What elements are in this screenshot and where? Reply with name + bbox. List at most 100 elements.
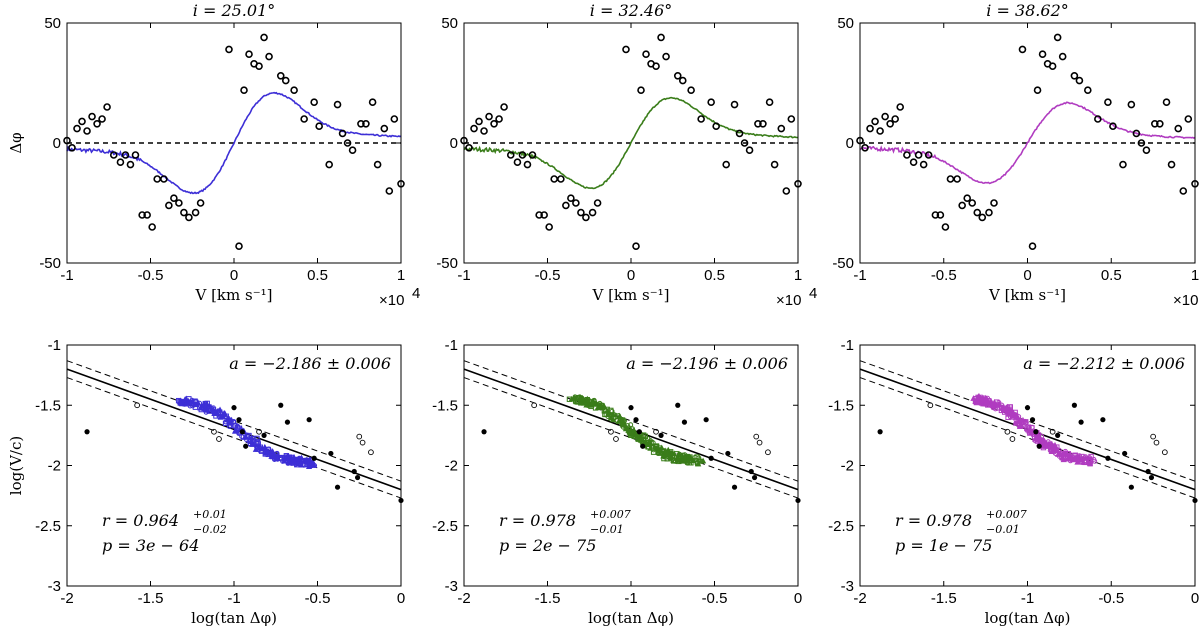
observed-point bbox=[936, 211, 945, 219]
solid-point bbox=[334, 484, 341, 490]
cluster-point bbox=[1004, 403, 1011, 410]
observed-point bbox=[362, 120, 370, 128]
y-tick-label: -2 bbox=[841, 458, 854, 475]
cluster-point bbox=[592, 405, 599, 411]
cluster-point bbox=[1086, 459, 1093, 466]
solid-point bbox=[239, 429, 245, 435]
observed-point bbox=[903, 151, 911, 159]
observed-point bbox=[931, 211, 940, 219]
observed-point bbox=[1033, 86, 1042, 94]
solid-point bbox=[703, 417, 709, 423]
observed-point bbox=[1058, 52, 1067, 61]
confidence-band-line bbox=[66, 360, 402, 482]
x-tick-label: 0 bbox=[794, 590, 802, 607]
y-tick-label: 50 bbox=[837, 15, 854, 32]
solid-point bbox=[1055, 432, 1061, 438]
cluster-point bbox=[682, 454, 689, 461]
cluster-point bbox=[689, 457, 695, 463]
open-point bbox=[356, 433, 363, 440]
observed-point bbox=[577, 208, 585, 217]
solid-point bbox=[328, 450, 334, 457]
cluster-point bbox=[1060, 449, 1067, 456]
observed-point bbox=[582, 213, 590, 222]
open-point bbox=[1150, 433, 1156, 440]
panel-top-left: i = 25.01° ×10 4 -1 -0.5 0 0.5 1 -50 0 50 V [km s⁻¹… bbox=[7, 1, 420, 309]
observed-point bbox=[1109, 122, 1117, 130]
p-annotation: p = 2e − 75 bbox=[499, 536, 596, 555]
open-point bbox=[1153, 439, 1160, 446]
solid-point bbox=[731, 484, 738, 490]
y-tick-label: -2.5 bbox=[828, 518, 854, 535]
r-annotation: r = 0.964 bbox=[102, 511, 179, 530]
solid-point bbox=[306, 417, 312, 423]
y-tick-label: 0 bbox=[846, 135, 854, 152]
y-tick-label: -3 bbox=[841, 578, 854, 595]
cluster-point bbox=[687, 454, 693, 460]
panel-title: i = 25.01° bbox=[193, 1, 276, 20]
cluster-point bbox=[294, 461, 300, 468]
cluster-point bbox=[1049, 447, 1055, 453]
y-tick-label: -1.5 bbox=[432, 397, 458, 414]
observed-point bbox=[891, 115, 899, 123]
observed-point bbox=[924, 151, 933, 159]
observed-point bbox=[170, 194, 178, 202]
observed-point bbox=[290, 86, 298, 94]
cluster-point bbox=[223, 419, 229, 425]
observed-point bbox=[886, 120, 894, 128]
open-point bbox=[765, 449, 771, 456]
observed-point bbox=[881, 112, 889, 121]
open-point bbox=[359, 439, 366, 446]
observed-point bbox=[1156, 120, 1164, 128]
r-annotation: r = 0.978 bbox=[499, 511, 576, 530]
observed-point bbox=[707, 98, 715, 106]
x-axis-label: log(tan Δφ) bbox=[191, 609, 277, 627]
x-tick-label: -1.5 bbox=[535, 590, 561, 607]
cluster-point bbox=[269, 448, 276, 454]
observed-point bbox=[652, 62, 660, 70]
observed-point bbox=[782, 187, 791, 195]
x-tick-label: -1 bbox=[853, 267, 866, 284]
observed-point bbox=[1094, 115, 1102, 123]
cluster-point bbox=[640, 432, 647, 438]
observed-point bbox=[1053, 33, 1062, 42]
observed-point bbox=[1075, 76, 1084, 85]
x-tick-label: -1 bbox=[227, 590, 240, 607]
observed-point bbox=[165, 201, 173, 210]
cluster-point bbox=[999, 404, 1005, 411]
solid-point bbox=[261, 432, 267, 438]
cluster-point bbox=[604, 411, 612, 417]
y-tick-label: -3 bbox=[48, 578, 61, 595]
x-tick-label: -2 bbox=[60, 590, 73, 607]
y-tick-label: -1 bbox=[445, 337, 458, 354]
x-tick-label: -0.5 bbox=[138, 267, 164, 284]
y-tick-label: -50 bbox=[436, 255, 458, 272]
observed-point bbox=[315, 122, 323, 130]
observed-point bbox=[390, 115, 399, 123]
y-tick-label: -2.5 bbox=[432, 518, 458, 535]
observed-point bbox=[528, 151, 537, 159]
y-tick-label: 0 bbox=[53, 135, 61, 152]
cluster-point bbox=[254, 443, 260, 449]
solid-point bbox=[658, 432, 664, 438]
x-axis-label: V [km s⁻¹] bbox=[988, 286, 1066, 304]
y-tick-label: -1.5 bbox=[828, 397, 854, 414]
y-tick-label: -50 bbox=[39, 255, 61, 272]
observed-point bbox=[562, 201, 570, 210]
cluster-point bbox=[284, 457, 290, 464]
observed-point bbox=[260, 33, 268, 42]
cluster-point bbox=[177, 400, 184, 406]
observed-point bbox=[281, 76, 290, 85]
observed-point bbox=[557, 175, 565, 183]
solid-point bbox=[1148, 474, 1155, 481]
cluster-point bbox=[235, 423, 241, 429]
observed-point bbox=[909, 158, 918, 166]
observed-point bbox=[121, 151, 130, 159]
open-point bbox=[211, 428, 217, 435]
open-point bbox=[756, 439, 763, 446]
cluster-point bbox=[1080, 454, 1087, 461]
observed-point bbox=[310, 98, 318, 106]
observed-point bbox=[735, 129, 744, 138]
r-lower-error: −0.02 bbox=[193, 523, 227, 536]
cluster-point bbox=[633, 431, 640, 437]
